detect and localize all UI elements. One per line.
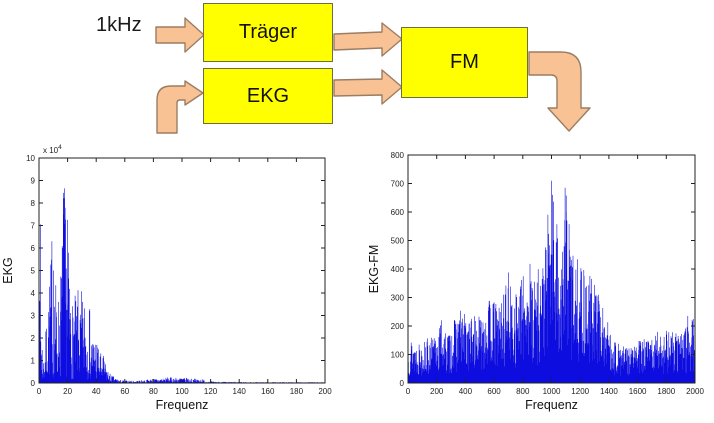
- svg-text:6: 6: [31, 244, 36, 253]
- svg-text:4: 4: [31, 289, 36, 298]
- svg-text:1200: 1200: [571, 387, 589, 396]
- arrow-ekg-to-fm: [333, 69, 403, 105]
- svg-text:300: 300: [391, 294, 405, 303]
- svg-text:2000: 2000: [686, 387, 704, 396]
- svg-text:1800: 1800: [657, 387, 675, 396]
- svg-text:2: 2: [31, 334, 36, 343]
- arrow-bent-into-ekg: [156, 80, 204, 134]
- svg-text:800: 800: [391, 151, 405, 160]
- block-traeger: Träger: [203, 3, 333, 62]
- svg-text:80: 80: [149, 387, 158, 396]
- svg-text:1600: 1600: [629, 387, 647, 396]
- svg-text:140: 140: [233, 387, 247, 396]
- svg-text:7: 7: [31, 222, 36, 231]
- svg-text:9: 9: [31, 177, 36, 186]
- block-fm: FM: [401, 27, 528, 98]
- signal-flow-diagram: [155, 17, 591, 134]
- svg-text:200: 200: [318, 387, 332, 396]
- svg-text:5: 5: [31, 267, 36, 276]
- svg-text:3: 3: [31, 312, 36, 321]
- block-ekg-label: EKG: [246, 84, 290, 107]
- block-traeger-label: Träger: [238, 21, 298, 43]
- svg-text:200: 200: [391, 322, 405, 331]
- svg-text:160: 160: [261, 387, 275, 396]
- arrow-traeger-to-fm: [333, 22, 403, 57]
- svg-text:Frequenz: Frequenz: [156, 398, 209, 412]
- svg-text:120: 120: [204, 387, 218, 396]
- svg-text:1: 1: [31, 357, 36, 366]
- svg-text:EKG-FM: EKG-FM: [367, 245, 381, 294]
- svg-text:0: 0: [406, 387, 411, 396]
- svg-text:20: 20: [63, 387, 72, 396]
- svg-text:10: 10: [26, 154, 35, 163]
- arrow-fm-output: [528, 51, 591, 132]
- arrow-1khz-to-traeger: [155, 17, 205, 53]
- svg-text:200: 200: [430, 387, 444, 396]
- svg-text:x 104: x 104: [43, 144, 62, 155]
- ekg-spectrum-chart: 0 20 40 60 80 100 120 140 160 180 200 0 1 2 3 4 5 6 7 8 9 10 F…: [1, 144, 332, 412]
- svg-text:180: 180: [290, 387, 304, 396]
- svg-text:Frequenz: Frequenz: [525, 398, 578, 412]
- svg-text:8: 8: [31, 199, 36, 208]
- ekg-fm-spectrum-chart: 0 200 400 600 800 1000 1200 1400 1600 1800 2000 0 10…: [367, 151, 704, 412]
- svg-text:1000: 1000: [543, 387, 561, 396]
- block-ekg: EKG: [203, 68, 333, 124]
- svg-text:600: 600: [391, 208, 405, 217]
- svg-text:60: 60: [120, 387, 129, 396]
- svg-text:0: 0: [37, 387, 42, 396]
- svg-text:500: 500: [391, 237, 405, 246]
- svg-text:40: 40: [92, 387, 101, 396]
- svg-text:100: 100: [175, 387, 189, 396]
- svg-text:700: 700: [391, 180, 405, 189]
- input-signal-label: 1kHz: [96, 14, 142, 36]
- svg-text:0: 0: [31, 379, 36, 388]
- svg-text:EKG: EKG: [1, 257, 15, 283]
- svg-text:1400: 1400: [600, 387, 618, 396]
- block-fm-label: FM: [450, 51, 479, 73]
- svg-text:400: 400: [391, 265, 405, 274]
- svg-text:600: 600: [487, 387, 501, 396]
- svg-text:100: 100: [391, 351, 405, 360]
- svg-text:0: 0: [400, 379, 405, 388]
- svg-text:400: 400: [459, 387, 473, 396]
- svg-text:800: 800: [516, 387, 530, 396]
